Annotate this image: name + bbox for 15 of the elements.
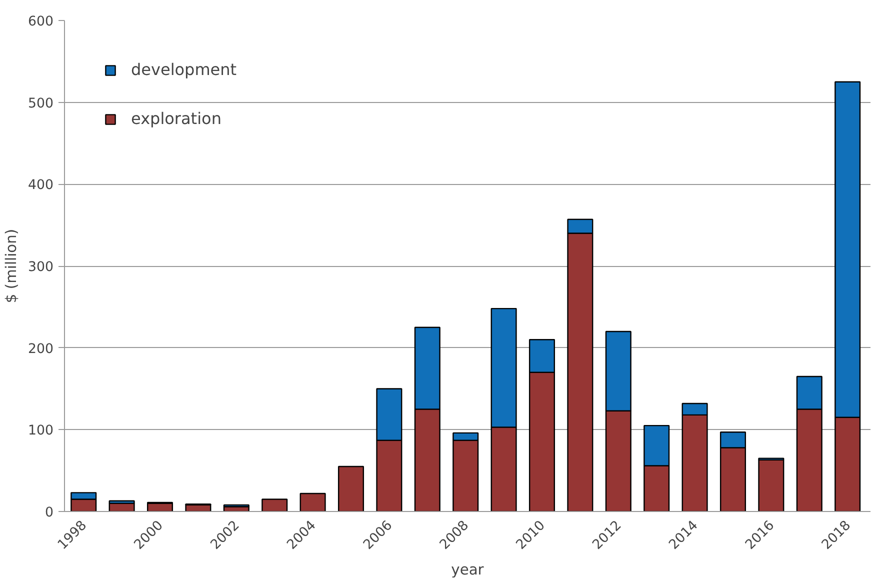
y-tick-label: 200: [28, 342, 54, 357]
bar: [262, 498, 288, 512]
bar: [300, 492, 326, 512]
bar: [338, 466, 364, 512]
y-tick-label: 600: [28, 14, 54, 30]
y-tick-label: 400: [28, 178, 54, 194]
bar: [758, 459, 784, 512]
y-tick-label: 300: [28, 260, 54, 275]
y-tick-label: 500: [28, 96, 54, 112]
y-tick-label: 0: [45, 506, 54, 520]
y-axis-title: $ (million): [3, 228, 20, 304]
legend-label: development: [131, 60, 237, 79]
y-tick-label: 100: [28, 424, 54, 439]
x-axis-title: year: [451, 562, 485, 579]
legend-label: exploration: [131, 109, 222, 128]
